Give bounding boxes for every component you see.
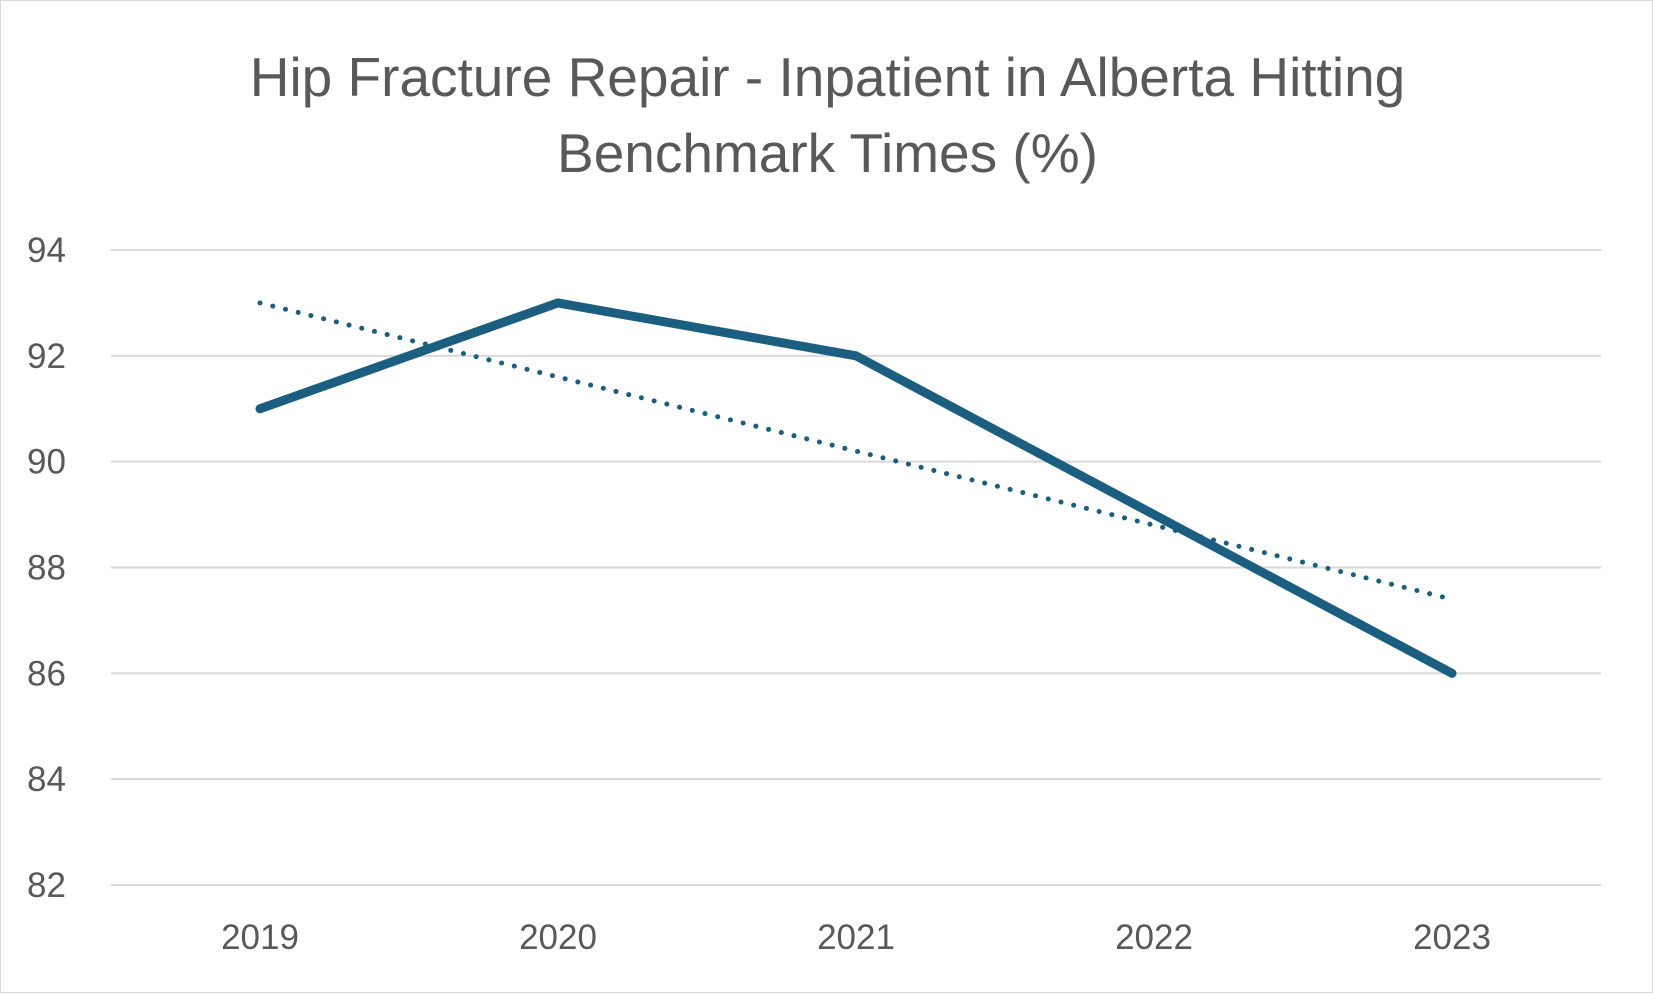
data-point-2019 [259,408,261,410]
y-tick-label-94: 94 [27,231,66,270]
x-tick-label-2023: 2023 [1413,918,1491,957]
trendline [257,300,1455,602]
y-tick-label-84: 84 [27,760,66,799]
y-tick-label-90: 90 [27,443,66,482]
data-point-2023 [1451,672,1453,674]
x-tick-label-2020: 2020 [519,918,597,957]
data-point-2020 [557,302,559,304]
x-axis-tick-labels: 2019 2020 2021 2022 2023 [221,918,1491,957]
chart-title-line-2: Benchmark Times (%) [557,122,1098,184]
y-tick-label-82: 82 [27,866,66,905]
data-point-2021 [855,355,857,357]
series-lines [255,298,1457,678]
chart-title-line-1: Hip Fracture Repair - Inpatient in Alber… [249,46,1406,108]
series-line-0 [255,298,1457,678]
gridlines [111,249,1601,886]
x-tick-label-2019: 2019 [221,918,299,957]
y-tick-label-88: 88 [27,549,66,588]
x-tick-label-2021: 2021 [817,918,895,957]
trendline-path [257,300,1455,602]
chart-title: Hip Fracture Repair - Inpatient in Alber… [1,39,1653,191]
y-tick-label-92: 92 [27,337,66,376]
data-point-2022 [1153,514,1155,516]
y-tick-label-86: 86 [27,654,66,693]
y-axis-tick-labels: 82 84 86 88 90 92 94 [27,231,66,905]
x-tick-label-2022: 2022 [1115,918,1193,957]
